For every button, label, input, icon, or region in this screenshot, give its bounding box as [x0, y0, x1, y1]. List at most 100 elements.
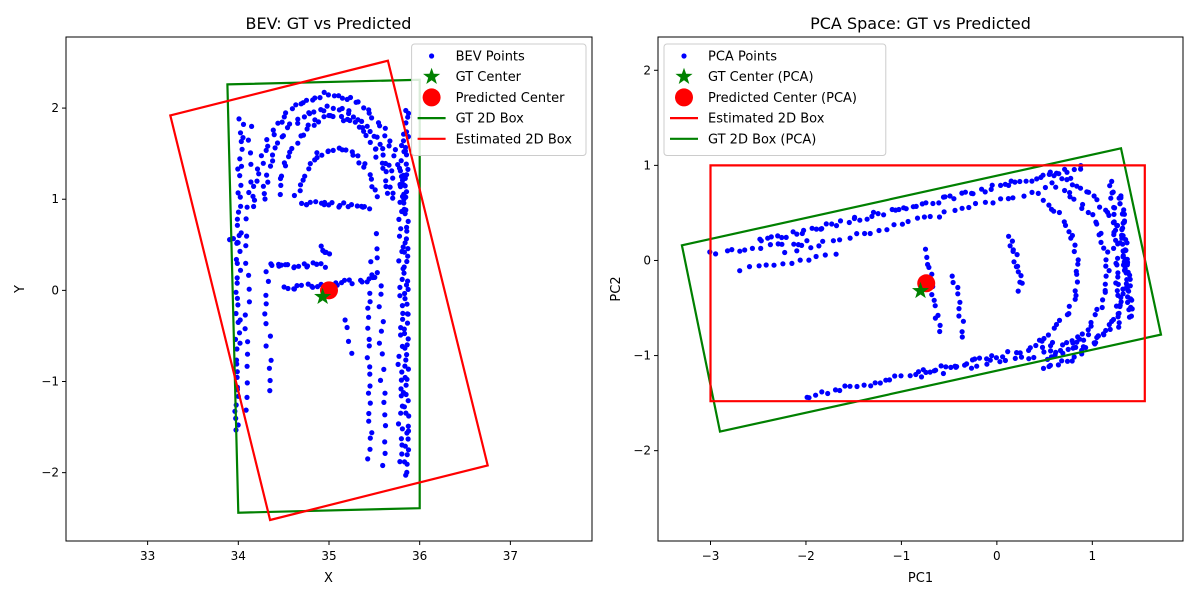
- bev-point: [392, 147, 398, 153]
- bev-point: [379, 351, 385, 357]
- pca-point: [862, 230, 868, 237]
- bev-point: [275, 120, 281, 126]
- bev-point: [391, 153, 397, 159]
- bev-point: [367, 206, 373, 212]
- pca-point: [1103, 263, 1109, 269]
- bev-point: [233, 289, 239, 295]
- bev-point: [380, 319, 386, 325]
- pca-point: [1074, 279, 1080, 285]
- pca-legend-label: GT 2D Box (PCA): [708, 132, 816, 147]
- bev-point: [404, 452, 410, 458]
- pca-point: [936, 214, 943, 220]
- bev-point: [363, 132, 369, 139]
- bev-point: [344, 96, 350, 102]
- pca-point: [1120, 286, 1126, 292]
- pca-point: [949, 273, 955, 279]
- bev-legend-marker: [422, 88, 441, 107]
- pca-point: [1049, 339, 1056, 346]
- pca-point: [861, 382, 867, 388]
- bev-point: [376, 340, 382, 346]
- bev-point: [237, 130, 244, 136]
- bev-point: [281, 114, 287, 120]
- bev-point: [286, 154, 292, 160]
- pca-point: [1047, 362, 1053, 368]
- bev-legend-label: BEV Points: [456, 50, 525, 65]
- pca-point: [931, 297, 937, 303]
- pca-point: [1041, 335, 1047, 342]
- bev-point: [266, 365, 272, 371]
- pca-point: [1060, 350, 1066, 356]
- pca-point: [918, 374, 925, 380]
- bev-point: [367, 400, 373, 406]
- bev-point: [403, 357, 409, 363]
- pca-point: [898, 373, 904, 379]
- pca-point: [857, 217, 863, 223]
- bev-point: [399, 248, 405, 255]
- bev-point: [238, 138, 244, 145]
- pca-point: [929, 292, 935, 298]
- bev-point: [396, 258, 402, 264]
- bev-point: [246, 189, 252, 196]
- pca-point: [806, 257, 812, 263]
- pca-point: [801, 227, 807, 233]
- bev-point: [367, 128, 373, 135]
- bev-point: [277, 191, 283, 198]
- pca-point: [1117, 303, 1123, 310]
- bev-point: [251, 183, 257, 189]
- pca-point: [1046, 202, 1052, 208]
- bev-point: [403, 189, 410, 195]
- bev-point: [404, 320, 411, 326]
- bev-point: [397, 459, 403, 465]
- bev-point: [303, 202, 309, 208]
- bev-point: [300, 177, 306, 183]
- bev-point: [398, 410, 404, 416]
- pca-point: [1035, 190, 1041, 196]
- pca-point: [1126, 307, 1132, 313]
- pca-point: [1040, 365, 1047, 371]
- pca-point: [1069, 338, 1075, 344]
- pca-point: [1115, 270, 1121, 276]
- bev-point: [399, 426, 405, 432]
- pca-point: [782, 249, 788, 256]
- pca-point: [1120, 225, 1126, 231]
- bev-point: [367, 290, 373, 296]
- pca-point: [950, 279, 956, 286]
- bev-point: [291, 192, 297, 199]
- bev-point: [342, 317, 348, 323]
- bev-point: [324, 103, 330, 109]
- pca-point: [993, 355, 1000, 361]
- pca-point: [832, 387, 839, 393]
- bev-point: [282, 163, 289, 169]
- bev-point: [267, 163, 274, 169]
- pca-point: [737, 248, 743, 254]
- pca-point: [1040, 197, 1046, 203]
- pca-point: [1064, 358, 1071, 364]
- pca-point: [1109, 178, 1115, 184]
- bev-point: [397, 284, 403, 290]
- bev-ylabel: Y: [13, 285, 28, 294]
- bev-point: [398, 332, 404, 338]
- pca-point: [1053, 321, 1060, 328]
- bev-point: [307, 161, 313, 167]
- bev-point: [395, 361, 401, 367]
- bev-point: [233, 256, 239, 263]
- pca-point: [1009, 238, 1016, 244]
- pca-point: [806, 395, 812, 401]
- pca-point: [1117, 201, 1123, 207]
- pca-point: [1092, 341, 1098, 347]
- pca-point: [869, 213, 875, 219]
- pca-point: [1115, 255, 1121, 261]
- bev-point: [354, 203, 360, 209]
- pca-xtick-label: −3: [702, 549, 720, 563]
- bev-xtick-label: 35: [321, 549, 336, 563]
- pca-point: [1125, 299, 1131, 305]
- pca-point: [1077, 336, 1083, 342]
- bev-point: [285, 262, 291, 268]
- bev-point: [325, 148, 331, 154]
- pca-point: [1069, 232, 1075, 239]
- bev-point: [383, 183, 389, 190]
- bev-point: [382, 439, 388, 445]
- pca-point: [713, 251, 719, 257]
- bev-point: [380, 152, 386, 158]
- pca-point: [1091, 193, 1097, 199]
